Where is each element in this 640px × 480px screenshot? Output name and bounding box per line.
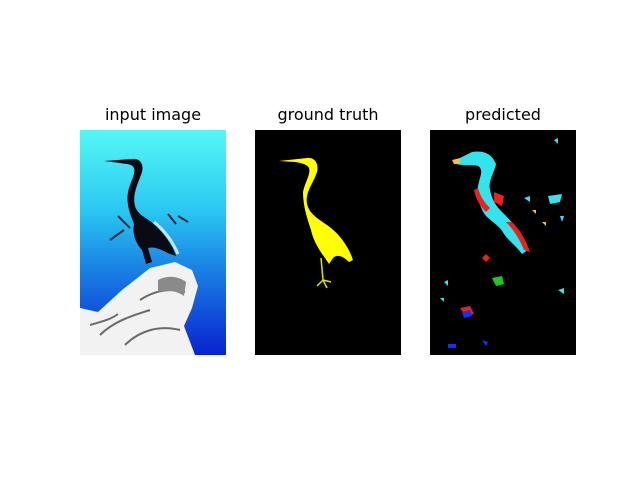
pred-cyan-region bbox=[456, 151, 528, 254]
heron-highlight bbox=[153, 220, 180, 255]
prediction-background bbox=[430, 130, 576, 355]
panel-title-ground-truth: ground truth bbox=[277, 105, 379, 124]
bird-mask bbox=[279, 157, 353, 264]
bird-legs bbox=[316, 257, 332, 289]
pred-red-region bbox=[474, 188, 530, 262]
pred-cyan-speck-2 bbox=[524, 196, 530, 202]
panel-title-predicted: predicted bbox=[465, 105, 541, 124]
pred-green-region bbox=[492, 276, 504, 286]
input-image bbox=[80, 130, 226, 355]
twig bbox=[109, 213, 189, 241]
pred-yellow-specks bbox=[532, 210, 546, 226]
ground-truth-mask bbox=[255, 130, 401, 355]
predicted-panel bbox=[430, 130, 576, 355]
ground-truth-panel bbox=[255, 130, 401, 355]
rock-shadow bbox=[158, 276, 186, 296]
pred-yellow-region bbox=[452, 158, 460, 164]
input-image-panel bbox=[80, 130, 226, 355]
rock-texture bbox=[89, 289, 186, 346]
panel-title-input: input image bbox=[104, 105, 202, 124]
pred-blue-speck bbox=[462, 310, 472, 318]
predicted-mask bbox=[430, 130, 576, 355]
pred-cyan-specks bbox=[548, 138, 564, 222]
heron-silhouette bbox=[104, 158, 176, 264]
pred-blue-specks-2 bbox=[448, 340, 488, 348]
